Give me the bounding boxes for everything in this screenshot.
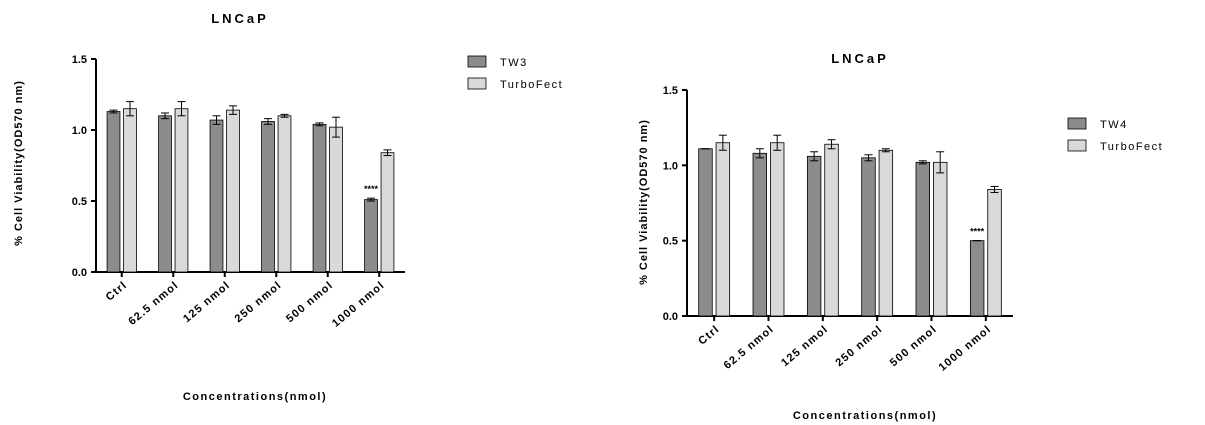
y-axis-label: % Cell Viability(OD570 nm) bbox=[13, 80, 25, 246]
y-tick-label: 0.0 bbox=[663, 311, 678, 323]
x-axis-label: Concentrations(nmol) bbox=[183, 391, 327, 403]
legend-label: TW4 bbox=[1100, 119, 1128, 131]
bar-tw4 bbox=[698, 148, 713, 317]
category-label: Ctrl bbox=[696, 323, 722, 347]
bar-turbofect bbox=[715, 142, 731, 317]
bar-turbofect bbox=[824, 143, 839, 317]
bar-turbofect bbox=[933, 161, 948, 317]
bar-tw4 bbox=[861, 157, 876, 317]
bar-turbofect bbox=[277, 115, 292, 273]
category-label: 250 nmol bbox=[233, 279, 285, 325]
bar-tw3 bbox=[312, 123, 327, 273]
category-label: 500 nmol bbox=[284, 279, 336, 325]
bar-turbofect bbox=[174, 108, 189, 273]
chart-title: LNCaP bbox=[831, 51, 889, 66]
legend-swatch bbox=[1067, 139, 1087, 152]
legend-swatch bbox=[467, 77, 487, 90]
bar-turbofect bbox=[770, 142, 785, 317]
legend-label: TurboFect bbox=[1100, 141, 1163, 153]
bar-tw3 bbox=[261, 121, 275, 273]
legend-label: TurboFect bbox=[500, 79, 563, 91]
category-label: 250 nmol bbox=[833, 323, 885, 369]
bar-turbofect bbox=[987, 189, 1002, 317]
chart-1: LNCaP % Cell Viability(OD570 nm) Concentra… bbox=[13, 11, 563, 403]
bar-turbofect bbox=[329, 126, 343, 273]
bar-tw4 bbox=[752, 152, 767, 317]
bar-tw3 bbox=[158, 115, 172, 273]
bar-turbofect bbox=[226, 109, 240, 273]
y-tick-label: 1.0 bbox=[72, 125, 87, 137]
category-label: 62.5 nmol bbox=[722, 323, 777, 372]
bar-tw4 bbox=[915, 161, 930, 317]
significance-annotation: **** bbox=[970, 227, 985, 237]
bar-turbofect bbox=[123, 108, 137, 273]
y-tick-label: 1.5 bbox=[72, 54, 87, 66]
chart-title: LNCaP bbox=[211, 11, 269, 26]
bar-turbofect bbox=[878, 149, 894, 317]
y-axis-label: % Cell Viability(OD570 nm) bbox=[638, 119, 650, 285]
category-label: 62.5 nmol bbox=[126, 279, 181, 328]
category-label: 125 nmol bbox=[181, 279, 233, 325]
category-label: 125 nmol bbox=[779, 323, 831, 369]
category-label: Ctrl bbox=[104, 279, 130, 303]
x-axis-label: Concentrations(nmol) bbox=[793, 410, 937, 422]
category-label: 1000 nmol bbox=[937, 323, 994, 374]
bar-tw4 bbox=[806, 155, 822, 317]
y-tick-label: 1.0 bbox=[663, 160, 678, 172]
category-label: 500 nmol bbox=[888, 323, 940, 369]
chart-2: LNCaP % Cell Viability(OD570 nm) Concentra… bbox=[638, 51, 1163, 422]
bar-tw3 bbox=[364, 199, 378, 273]
significance-annotation: **** bbox=[364, 184, 379, 194]
category-label: 1000 nmol bbox=[330, 279, 387, 330]
y-tick-label: 0.5 bbox=[72, 196, 87, 208]
y-tick-label: 0.0 bbox=[72, 267, 87, 279]
y-tick-label: 0.5 bbox=[663, 236, 678, 248]
y-tick-label: 1.5 bbox=[663, 85, 678, 97]
legend-swatch bbox=[467, 55, 487, 68]
bar-tw3 bbox=[106, 111, 121, 273]
bar-tw3 bbox=[209, 119, 224, 273]
bar-tw4 bbox=[969, 240, 985, 317]
bar-turbofect bbox=[380, 152, 395, 273]
legend-label: TW3 bbox=[500, 57, 528, 69]
legend-swatch bbox=[1067, 117, 1087, 130]
